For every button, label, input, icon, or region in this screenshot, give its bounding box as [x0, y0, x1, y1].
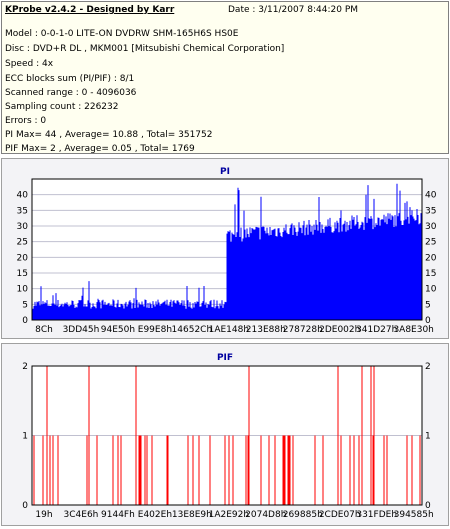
drive-model: Model : 0-0-1-0 LITE-ON DVDRW SHM-165H6S…: [5, 29, 239, 39]
pif-xtick: 2074D8h: [245, 510, 286, 520]
pi-ytick-right: 10: [425, 285, 437, 295]
pif-xtick: 3C4E6h: [64, 510, 99, 520]
pif-plot-border: [31, 365, 423, 506]
pi-summary: PI Max= 44 , Average= 10.88 , Total= 351…: [5, 130, 213, 140]
pi-ytick-right: 0: [425, 316, 431, 326]
pi-xtick: 8Ch: [35, 325, 53, 335]
pi-xtick: 3DD45h: [63, 325, 100, 335]
pif-ytick-left: 0: [22, 501, 28, 511]
pif-chart-panel: PIF 0 0 1 1 2 2 19h 3C4E6h 9144Fh E402Eh 13E8E9h 1A…: [1, 343, 449, 526]
pif-xtick: 331FDEh: [356, 510, 397, 520]
pi-ytick-left: 15: [17, 269, 28, 279]
pif-xtick: 19h: [35, 510, 52, 520]
pi-plot-border: [31, 178, 423, 321]
pif-ytick-right: 1: [425, 432, 431, 442]
pif-ytick-right: 2: [425, 362, 431, 372]
pi-ytick-right: 25: [425, 238, 436, 248]
pif-ytick-left: 1: [22, 432, 28, 442]
pi-xtick: 341D27h: [356, 325, 397, 335]
pif-xtick: 1A2E92h: [209, 510, 249, 520]
pi-xtick: 278728h: [283, 325, 323, 335]
pi-ytick-left: 0: [22, 316, 28, 326]
pi-ytick-right: 15: [425, 269, 436, 279]
pi-xtick: 1AE148h: [209, 325, 249, 335]
speed-info: Speed : 4x: [5, 59, 54, 69]
pi-bars: [32, 183, 422, 320]
pi-ytick-left: 40: [17, 191, 29, 201]
app-title: KProbe v2.4.2 - Designed by Karr: [5, 5, 175, 15]
pif-summary: PIF Max= 2 , Average= 0.05 , Total= 1769: [5, 144, 195, 154]
pi-chart: 0 0 5 5 10 10 15 15 20 20 25 25 30 30 35 35 40 40 8Ch 3DD45…: [17, 178, 437, 335]
ecc-blocks-info: ECC blocks sum (PI/PIF) : 8/1: [5, 74, 135, 84]
pi-ytick-left: 20: [17, 253, 29, 263]
pi-xtick: E99E8h: [138, 325, 172, 335]
pi-ytick-right: 30: [425, 222, 437, 232]
pi-xtick: 3A8E30h: [393, 325, 433, 335]
pif-xtick: 2CDE07h: [319, 510, 361, 520]
pi-ytick-left: 10: [17, 285, 29, 295]
info-panel: KProbe v2.4.2 - Designed by Karr Date : …: [1, 1, 449, 154]
pif-chart: 0 0 1 1 2 2 19h 3C4E6h 9144Fh E402Eh 13E8E9h1A2E92…: [22, 362, 434, 520]
pi-ytick-right: 40: [425, 191, 437, 201]
pi-xtick: 213E88h: [246, 325, 286, 335]
pif-xtick: 269885h: [283, 510, 323, 520]
pi-ytick-left: 25: [17, 238, 28, 248]
pi-ytick-left: 35: [17, 206, 28, 216]
pif-xtick: E402Eh: [138, 510, 172, 520]
disc-info: Disc : DVD+R DL , MKM001 [Mitsubishi Che…: [5, 44, 285, 54]
pif-xtick: 13E8E9h: [172, 510, 212, 520]
pif-ytick-left: 2: [22, 362, 28, 372]
pi-ytick-right: 5: [425, 300, 431, 310]
pif-xtick: 9144Fh: [101, 510, 135, 520]
pif-bars: [33, 366, 421, 505]
scan-date: Date : 3/11/2007 8:44:20 PM: [228, 5, 359, 15]
pi-ytick-left: 30: [17, 222, 29, 232]
errors-info: Errors : 0: [5, 116, 47, 126]
scanned-range-info: Scanned range : 0 - 4096036: [5, 88, 137, 98]
pi-ytick-right: 35: [425, 206, 436, 216]
pif-ytick-right: 0: [425, 501, 431, 511]
pi-xtick: 14652Ch: [172, 325, 213, 335]
pi-ytick-right: 20: [425, 253, 437, 263]
pi-chart-title: PI: [220, 167, 230, 177]
pi-chart-panel: PI 0 0 5 5 10 10 15 15 20 20 25 25 30 30 35 35 40 40 8Ch 3D…: [1, 158, 449, 339]
pif-chart-title: PIF: [216, 353, 234, 363]
pif-xtick: 394585h: [394, 510, 434, 520]
sampling-count-info: Sampling count : 226232: [5, 102, 119, 112]
pi-ytick-left: 5: [22, 300, 28, 310]
pi-xtick: 2DE002h: [319, 325, 360, 335]
pi-xtick: 94E50h: [101, 325, 135, 335]
